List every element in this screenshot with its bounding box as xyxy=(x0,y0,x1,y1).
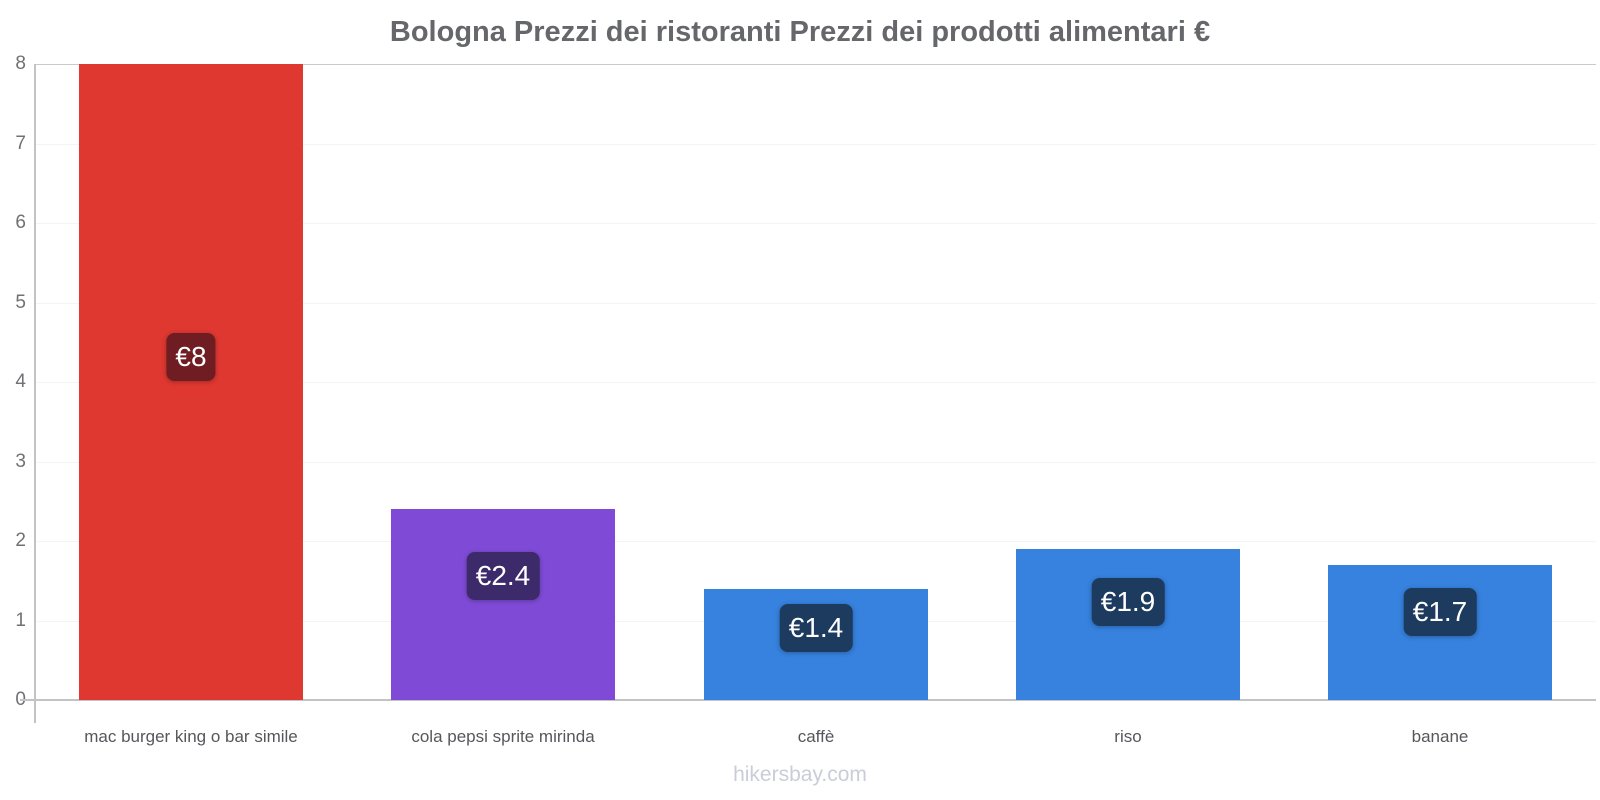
y-tick-label-2: 2 xyxy=(15,530,26,551)
y-tick-label-1: 1 xyxy=(15,610,26,631)
x-axis-line xyxy=(20,699,1596,701)
y-axis-line xyxy=(34,64,36,723)
bar-value-label-5: €1.7 xyxy=(1403,588,1477,636)
y-tick-label-4: 4 xyxy=(15,371,26,392)
y-tick-label-5: 5 xyxy=(15,292,26,313)
bar-value-label-2: €2.4 xyxy=(466,552,540,600)
bar-value-label-3: €1.4 xyxy=(779,604,853,652)
y-tick-label-8: 8 xyxy=(15,53,26,74)
y-tick-label-6: 6 xyxy=(15,212,26,233)
gridline-3 xyxy=(35,462,1596,463)
gridline-4 xyxy=(35,382,1596,383)
bar-1[interactable] xyxy=(79,64,303,700)
x-tick-label-3: caffè xyxy=(797,727,835,746)
y-tick-label-7: 7 xyxy=(15,133,26,154)
gridline-7 xyxy=(35,144,1596,145)
chart-title: Bologna Prezzi dei ristoranti Prezzi dei… xyxy=(389,16,1211,48)
x-tick-label-4: riso xyxy=(1114,727,1142,746)
gridline-2 xyxy=(35,541,1596,542)
gridline-6 xyxy=(35,223,1596,224)
site-watermark: hikersbay.com xyxy=(733,763,867,786)
gridline-5 xyxy=(35,303,1596,304)
bar-2[interactable] xyxy=(391,509,615,700)
x-tick-label-1: mac burger king o bar simile xyxy=(84,727,298,746)
gridline-8 xyxy=(35,64,1596,65)
bar-value-label-1: €8 xyxy=(166,333,216,381)
x-tick-label-5: banane xyxy=(1411,727,1469,746)
bar-value-label-4: €1.9 xyxy=(1091,578,1165,626)
x-tick-label-2: cola pepsi sprite mirinda xyxy=(411,727,595,746)
y-tick-label-3: 3 xyxy=(15,451,26,472)
